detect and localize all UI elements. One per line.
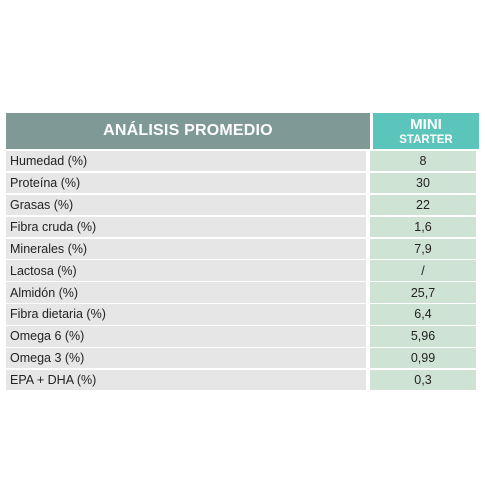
row-value: 5,96 bbox=[370, 326, 476, 347]
row-value: 22 bbox=[370, 194, 476, 216]
table-row: Omega 6 (%) 5,96 bbox=[6, 326, 479, 347]
row-value: 7,9 bbox=[370, 238, 476, 259]
table-row: Grasas (%) 22 bbox=[6, 194, 479, 216]
table-row: EPA + DHA (%) 0,3 bbox=[6, 369, 479, 391]
row-label: Lactosa (%) bbox=[6, 260, 366, 281]
row-value: / bbox=[370, 260, 476, 281]
header-divider bbox=[370, 113, 373, 149]
row-value: 0,3 bbox=[370, 369, 476, 391]
column-title: MINI STARTER bbox=[373, 113, 479, 149]
column-title-line1: MINI bbox=[410, 115, 442, 133]
table-header: ANÁLISIS PROMEDIO MINI STARTER bbox=[6, 113, 479, 149]
table-row: Minerales (%) 7,9 bbox=[6, 238, 479, 259]
row-label: Fibra dietaria (%) bbox=[6, 304, 366, 325]
row-label: Omega 3 (%) bbox=[6, 348, 366, 369]
analysis-table: ANÁLISIS PROMEDIO MINI STARTER Humedad (… bbox=[6, 113, 479, 392]
row-value: 6,4 bbox=[370, 304, 476, 325]
row-value: 1,6 bbox=[370, 216, 476, 238]
table-row: Proteína (%) 30 bbox=[6, 172, 479, 194]
header-label: ANÁLISIS PROMEDIO bbox=[6, 113, 370, 149]
row-label: Minerales (%) bbox=[6, 238, 366, 259]
row-value: 8 bbox=[370, 151, 476, 172]
row-label: Proteína (%) bbox=[6, 172, 366, 194]
row-label: EPA + DHA (%) bbox=[6, 369, 366, 391]
row-label: Humedad (%) bbox=[6, 151, 366, 172]
table-row: Fibra cruda (%) 1,6 bbox=[6, 216, 479, 238]
row-value: 25,7 bbox=[370, 282, 476, 303]
row-value: 0,99 bbox=[370, 348, 476, 369]
table-row: Omega 3 (%) 0,99 bbox=[6, 348, 479, 369]
row-label: Grasas (%) bbox=[6, 194, 366, 216]
table-row: Almidón (%) 25,7 bbox=[6, 282, 479, 303]
row-label: Almidón (%) bbox=[6, 282, 366, 303]
row-label: Fibra cruda (%) bbox=[6, 216, 366, 238]
row-label: Omega 6 (%) bbox=[6, 326, 366, 347]
table-row: Fibra dietaria (%) 6,4 bbox=[6, 304, 479, 325]
table-row: Lactosa (%) / bbox=[6, 260, 479, 281]
row-value: 30 bbox=[370, 172, 476, 194]
column-title-line2: STARTER bbox=[399, 133, 453, 146]
table-row: Humedad (%) 8 bbox=[6, 151, 479, 172]
